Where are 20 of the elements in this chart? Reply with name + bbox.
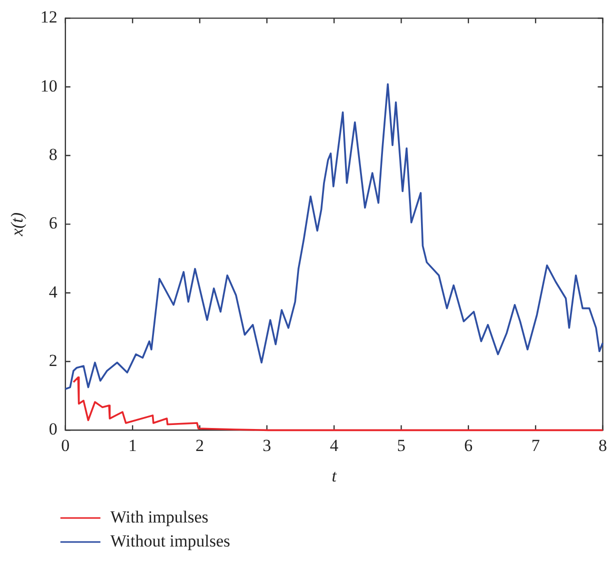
x-tick-label: 1 — [128, 436, 137, 455]
y-tick-label: 6 — [48, 214, 58, 233]
x-tick-label: 4 — [330, 436, 339, 455]
x-tick-label: 3 — [262, 436, 272, 455]
legend-label: Without impulses — [110, 531, 230, 550]
y-axis-title: x(t) — [8, 212, 27, 237]
x-tick-label: 6 — [464, 436, 473, 455]
y-tick-label: 4 — [48, 282, 58, 302]
y-tick-label: 10 — [40, 76, 58, 96]
y-tick-label: 8 — [48, 145, 58, 164]
x-tick-label: 8 — [598, 436, 607, 455]
y-tick-label: 0 — [48, 420, 58, 439]
x-tick-label: 7 — [531, 436, 540, 455]
x-tick-label: 2 — [195, 436, 204, 455]
legend-label: With impulses — [110, 507, 208, 526]
x-axis-title: t — [332, 466, 338, 486]
y-tick-label: 12 — [40, 8, 58, 27]
x-tick-label: 0 — [61, 436, 70, 455]
x-tick-label: 5 — [396, 436, 406, 455]
y-tick-label: 2 — [48, 351, 58, 370]
